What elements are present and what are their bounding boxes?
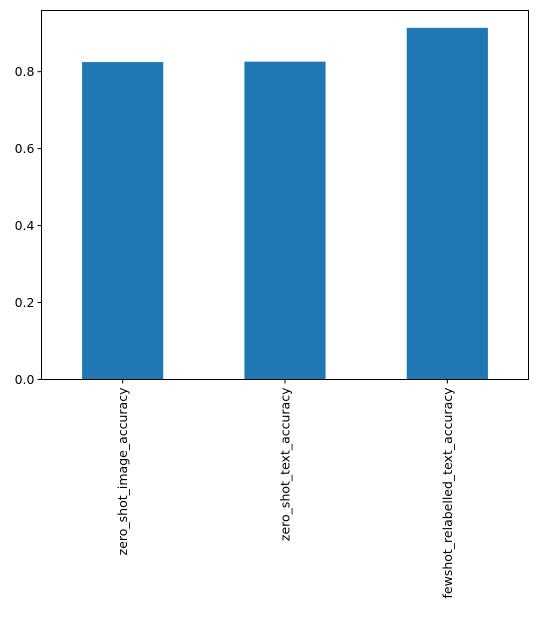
y-tick-label: 0.2: [15, 295, 35, 310]
x-tick-label: zero_shot_text_accuracy: [278, 387, 293, 541]
bar: [406, 27, 488, 380]
y-tick-label: 0.8: [15, 64, 35, 79]
x-tick-label: fewshot_relabelled_text_accuracy: [440, 387, 455, 599]
bar: [244, 61, 326, 380]
plot-frame: [41, 10, 529, 380]
y-tick-label: 0.4: [15, 218, 35, 233]
bar: [82, 62, 164, 380]
x-tick-label: zero_shot_image_accuracy: [115, 387, 130, 555]
y-tick-label: 0.0: [15, 372, 35, 387]
y-tick-label: 0.6: [15, 141, 35, 156]
